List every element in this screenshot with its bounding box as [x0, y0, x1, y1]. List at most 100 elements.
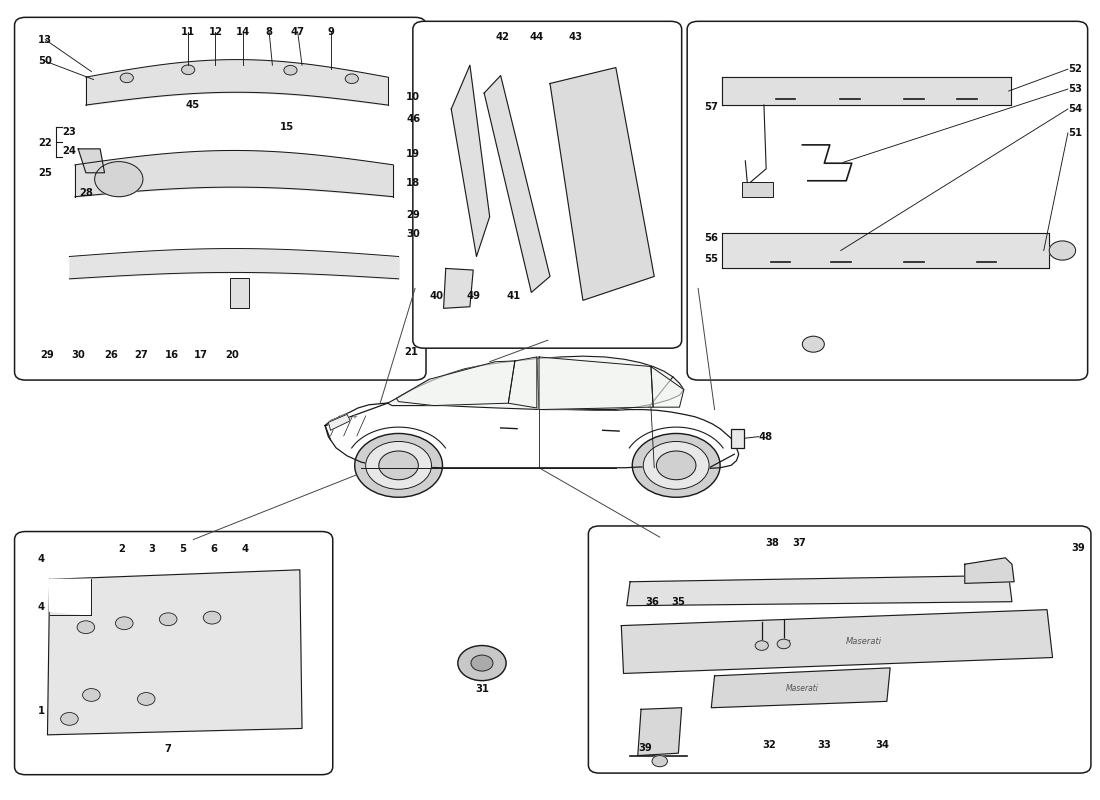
FancyBboxPatch shape: [14, 18, 426, 380]
FancyBboxPatch shape: [588, 526, 1091, 773]
Text: 10: 10: [406, 92, 420, 102]
Polygon shape: [78, 149, 104, 173]
Text: 30: 30: [72, 350, 85, 359]
Text: 57: 57: [704, 102, 718, 113]
Circle shape: [82, 689, 100, 702]
Text: 19: 19: [406, 150, 420, 159]
Circle shape: [652, 755, 668, 766]
Text: 37: 37: [792, 538, 806, 549]
Text: eurospares: eurospares: [91, 646, 197, 696]
Circle shape: [160, 613, 177, 626]
Text: 50: 50: [39, 56, 52, 66]
Text: 20: 20: [224, 350, 239, 359]
Polygon shape: [387, 356, 684, 410]
Text: Maserati: Maserati: [846, 637, 882, 646]
Text: 12: 12: [208, 26, 222, 37]
Text: 43: 43: [569, 32, 582, 42]
Text: 54: 54: [1068, 104, 1082, 114]
Polygon shape: [712, 668, 890, 708]
Text: 9: 9: [327, 26, 334, 37]
Circle shape: [60, 713, 78, 726]
Text: 25: 25: [39, 168, 52, 178]
Polygon shape: [550, 67, 654, 300]
Text: 46: 46: [406, 114, 420, 124]
Polygon shape: [484, 75, 550, 292]
Text: 3: 3: [148, 544, 155, 554]
FancyBboxPatch shape: [688, 22, 1088, 380]
Text: 36: 36: [645, 597, 659, 606]
Text: 16: 16: [164, 350, 178, 359]
Circle shape: [284, 66, 297, 75]
Text: ✦: ✦: [352, 414, 358, 420]
Polygon shape: [965, 558, 1014, 583]
Text: 40: 40: [430, 291, 444, 302]
Text: 42: 42: [496, 32, 509, 42]
Text: 23: 23: [63, 127, 76, 137]
Text: 21: 21: [404, 347, 418, 357]
Text: 28: 28: [79, 188, 92, 198]
Text: eurospares: eurospares: [782, 216, 888, 266]
Circle shape: [354, 434, 442, 498]
Text: 41: 41: [507, 291, 521, 302]
Text: 15: 15: [279, 122, 294, 132]
Text: 49: 49: [466, 291, 481, 302]
Text: Maserati: Maserati: [785, 684, 818, 693]
FancyBboxPatch shape: [14, 531, 333, 774]
Text: 7: 7: [165, 744, 172, 754]
Text: 32: 32: [762, 740, 777, 750]
Text: 24: 24: [63, 146, 76, 156]
Text: 5: 5: [179, 544, 186, 554]
Circle shape: [95, 162, 143, 197]
Text: eurospares: eurospares: [128, 182, 260, 242]
Circle shape: [802, 336, 824, 352]
Text: 29: 29: [406, 210, 420, 220]
Text: 26: 26: [104, 350, 118, 359]
Text: eurospares: eurospares: [484, 382, 616, 442]
Text: 33: 33: [817, 740, 832, 750]
Text: 22: 22: [39, 138, 52, 148]
Bar: [742, 182, 772, 197]
Text: 4: 4: [241, 544, 249, 554]
Bar: [230, 278, 250, 308]
Text: 55: 55: [704, 254, 718, 264]
Text: 30: 30: [406, 229, 420, 239]
Polygon shape: [627, 575, 1012, 606]
Text: 38: 38: [766, 538, 780, 549]
Circle shape: [632, 434, 721, 498]
Text: 52: 52: [1068, 64, 1081, 74]
Circle shape: [182, 65, 195, 74]
Text: 45: 45: [185, 100, 199, 110]
Text: 17: 17: [194, 350, 208, 359]
Circle shape: [345, 74, 359, 83]
Text: 8: 8: [265, 26, 273, 37]
Text: 35: 35: [671, 597, 685, 606]
Polygon shape: [326, 402, 739, 469]
Polygon shape: [508, 357, 537, 408]
Polygon shape: [329, 414, 350, 430]
Circle shape: [657, 451, 696, 480]
Text: 29: 29: [41, 350, 54, 359]
Circle shape: [116, 617, 133, 630]
Text: 27: 27: [134, 350, 147, 359]
Polygon shape: [396, 361, 515, 406]
Circle shape: [138, 693, 155, 706]
Text: 18: 18: [406, 178, 420, 188]
Text: 53: 53: [1068, 84, 1081, 94]
Text: 14: 14: [235, 26, 250, 37]
Polygon shape: [443, 269, 473, 308]
Circle shape: [204, 611, 221, 624]
Text: 4: 4: [37, 554, 44, 565]
Text: 2: 2: [119, 544, 125, 554]
Text: 44: 44: [530, 32, 544, 42]
Text: 6: 6: [211, 544, 218, 554]
Text: eurospares: eurospares: [769, 641, 901, 701]
Circle shape: [1049, 241, 1076, 260]
Circle shape: [756, 641, 768, 650]
FancyBboxPatch shape: [412, 22, 682, 348]
Circle shape: [458, 646, 506, 681]
Text: 56: 56: [704, 233, 718, 243]
Polygon shape: [539, 357, 653, 410]
Polygon shape: [651, 366, 684, 407]
Polygon shape: [621, 610, 1053, 674]
Circle shape: [471, 655, 493, 671]
